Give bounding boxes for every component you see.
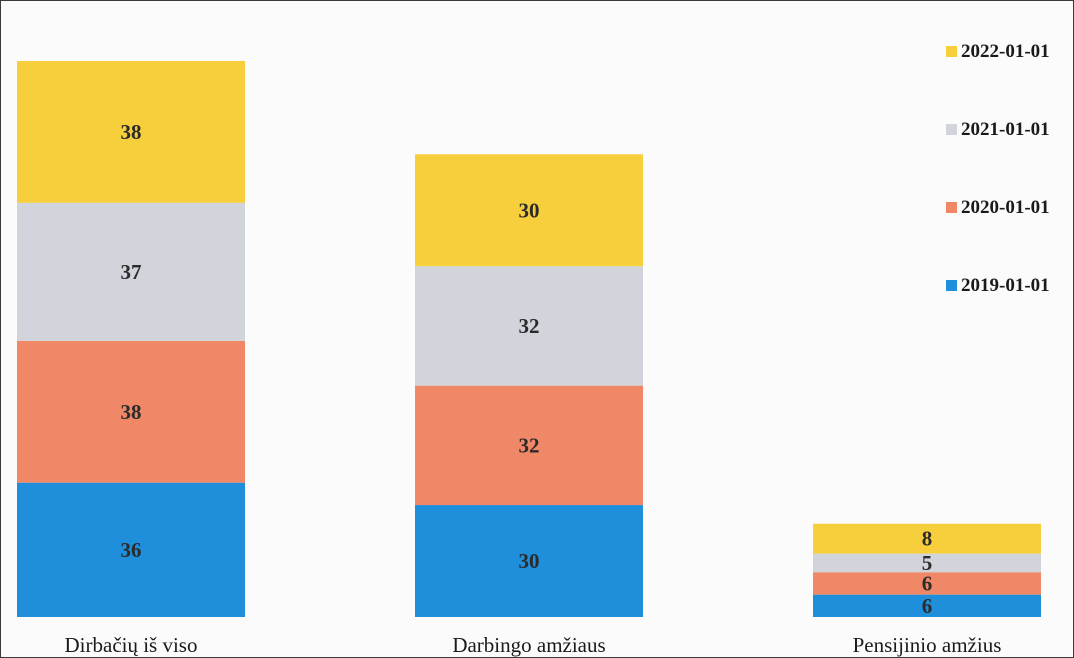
data-label-1-3: 30 <box>519 198 540 222</box>
data-label-2-1: 6 <box>922 571 933 595</box>
bar-segment-2-2 <box>813 553 1041 573</box>
category-labels-layer: Dirbačių iš viso Darbingo amžiaus Pensijin… <box>65 633 1002 657</box>
bar-segment-2-0 <box>813 594 1041 617</box>
legend-swatch <box>946 280 957 291</box>
legend-item-2022-01-01: 2022-01-01 <box>946 41 1050 62</box>
data-label-1-2: 32 <box>519 314 540 338</box>
legend-label: 2022-01-01 <box>961 41 1050 62</box>
bar-segment-0-2 <box>17 202 245 341</box>
bar-segment-0-1 <box>17 340 245 483</box>
data-label-1-1: 32 <box>519 433 540 457</box>
data-label-0-0: 36 <box>121 538 142 562</box>
bar-segment-2-1 <box>813 572 1041 595</box>
bars-layer <box>17 61 1041 617</box>
legend-label: 2019-01-01 <box>961 275 1050 296</box>
category-label-2: Pensijinio amžius <box>853 633 1002 657</box>
data-label-0-1: 38 <box>121 400 142 424</box>
bar-segment-1-2 <box>415 266 643 386</box>
bar-segment-1-0 <box>415 505 643 617</box>
data-label-0-2: 37 <box>121 260 142 284</box>
data-label-2-2: 5 <box>922 551 933 575</box>
category-label-0: Dirbačių iš viso <box>65 633 198 657</box>
legend-label: 2020-01-01 <box>961 197 1050 218</box>
bar-segment-0-3 <box>17 61 245 203</box>
legend-swatch <box>946 202 957 213</box>
data-label-0-3: 38 <box>121 120 142 144</box>
legend: 2022-01-01 2021-01-01 2020-01-01 2019-01-01 <box>946 41 1050 296</box>
bar-segment-1-1 <box>415 385 643 506</box>
legend-swatch <box>946 46 957 57</box>
legend-label: 2021-01-01 <box>961 119 1050 140</box>
bar-segment-1-3 <box>415 154 643 267</box>
legend-item-2019-01-01: 2019-01-01 <box>946 275 1050 296</box>
bar-segment-0-0 <box>17 482 245 617</box>
legend-swatch <box>946 124 957 135</box>
legend-item-2020-01-01: 2020-01-01 <box>946 197 1050 218</box>
data-label-2-3: 8 <box>922 527 933 551</box>
data-label-1-0: 30 <box>519 549 540 573</box>
category-label-1: Darbingo amžiaus <box>452 633 605 657</box>
legend-item-2021-01-01: 2021-01-01 <box>946 119 1050 140</box>
data-label-2-0: 6 <box>922 594 933 618</box>
bar-segment-2-3 <box>813 523 1041 554</box>
